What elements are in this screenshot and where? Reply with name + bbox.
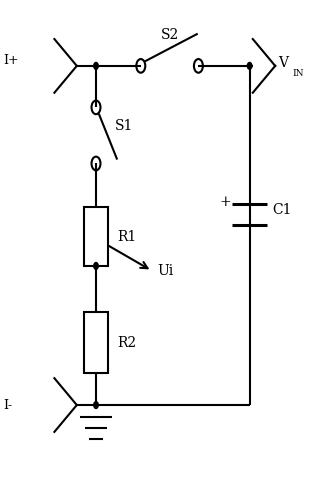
Text: V: V bbox=[278, 57, 288, 70]
Circle shape bbox=[94, 402, 98, 408]
Text: S1: S1 bbox=[115, 119, 133, 133]
Text: I+: I+ bbox=[3, 55, 19, 67]
Text: I-: I- bbox=[3, 399, 12, 411]
Text: R2: R2 bbox=[117, 336, 136, 350]
Text: IN: IN bbox=[293, 69, 304, 78]
Circle shape bbox=[94, 263, 98, 269]
Text: R1: R1 bbox=[117, 230, 136, 244]
Text: Ui: Ui bbox=[157, 264, 173, 278]
Text: +: + bbox=[219, 195, 231, 208]
Circle shape bbox=[94, 62, 98, 69]
Circle shape bbox=[247, 62, 252, 69]
Bar bbox=[84, 312, 108, 373]
Bar bbox=[84, 207, 108, 266]
Text: C1: C1 bbox=[272, 203, 292, 217]
Text: S2: S2 bbox=[160, 28, 179, 42]
